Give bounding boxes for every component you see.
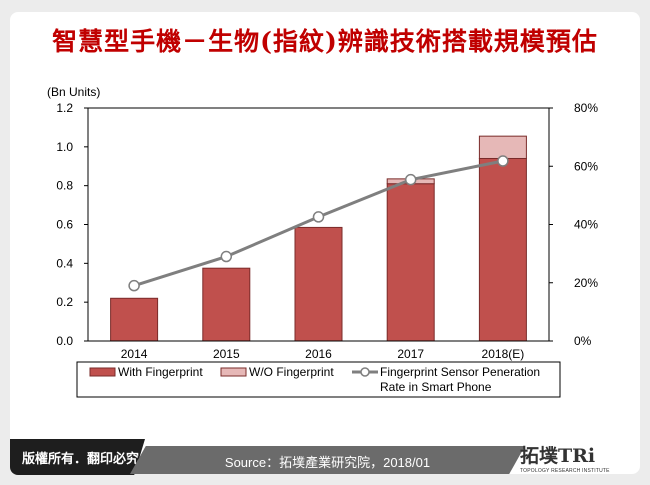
- bar-w-o-fingerprint: [478, 135, 527, 159]
- bar-with-fingerprint: [294, 226, 343, 342]
- legend-box: [76, 361, 561, 398]
- y-tick-label: 0.0: [56, 334, 73, 348]
- legend-marker-rate: [360, 367, 370, 377]
- y2-tick-label: 0%: [574, 334, 592, 348]
- y-tick-label: 0.6: [56, 218, 73, 232]
- y2-tick-label: 60%: [574, 159, 598, 173]
- y-tick-label: 0.2: [56, 295, 73, 309]
- rate-point: [404, 173, 417, 186]
- legend-swatch-with: [89, 367, 116, 377]
- bar-with-fingerprint: [478, 157, 527, 342]
- legend-label-rate-1: Fingerprint Sensor Peneration: [380, 365, 540, 379]
- slide-title: 智慧型手機－生物(指紋)辨識技術搭載規模預估: [52, 27, 598, 56]
- logo-subtext: TOPOLOGY RESEARCH INSTITUTE: [520, 468, 610, 474]
- x-tick-label: 2014: [121, 347, 148, 361]
- x-tick-label: 2015: [213, 347, 240, 361]
- y-tick-label: 1.0: [56, 140, 73, 154]
- copyright-text: 版權所有．翻印必究: [22, 451, 140, 466]
- legend-swatch-without: [220, 367, 247, 377]
- y-tick-label: 0.8: [56, 179, 73, 193]
- y2-tick-label: 40%: [574, 218, 598, 232]
- y2-tick-label: 80%: [574, 101, 598, 115]
- copyright-banner: 版權所有．翻印必究: [10, 439, 145, 475]
- x-tick-label: 2018(E): [482, 347, 525, 361]
- bar-with-fingerprint: [386, 183, 435, 342]
- source-banner: Source：拓墣產業研究院，2018/01: [130, 446, 525, 474]
- y-axis-label: (Bn Units): [47, 85, 100, 99]
- rate-point: [128, 279, 140, 292]
- y2-tick-label: 20%: [574, 276, 598, 290]
- rate-point: [220, 250, 233, 263]
- legend-label-without: W/O Fingerprint: [249, 365, 334, 379]
- legend-label-rate-2: Rate in Smart Phone: [380, 380, 492, 394]
- rate-point: [312, 211, 325, 223]
- y-tick-label: 1.2: [56, 101, 73, 115]
- tri-logo: 拓墣TRi TOPOLOGY RESEARCH INSTITUTE: [520, 441, 630, 475]
- source-text: Source：拓墣產業研究院，2018/01: [224, 455, 431, 470]
- plot-area-border: [87, 107, 550, 342]
- x-tick-label: 2016: [305, 347, 332, 361]
- y-tick-label: 0.4: [56, 256, 73, 270]
- bar-with-fingerprint: [110, 297, 159, 342]
- rate-point: [497, 155, 509, 167]
- x-tick-label: 2017: [397, 347, 424, 361]
- logo-text: 拓墣TRi: [520, 445, 596, 467]
- legend: With Fingerprint W/O Fingerprint Fingerp…: [76, 361, 561, 398]
- bar-with-fingerprint: [202, 267, 251, 342]
- legend-label-with: With Fingerprint: [118, 365, 203, 379]
